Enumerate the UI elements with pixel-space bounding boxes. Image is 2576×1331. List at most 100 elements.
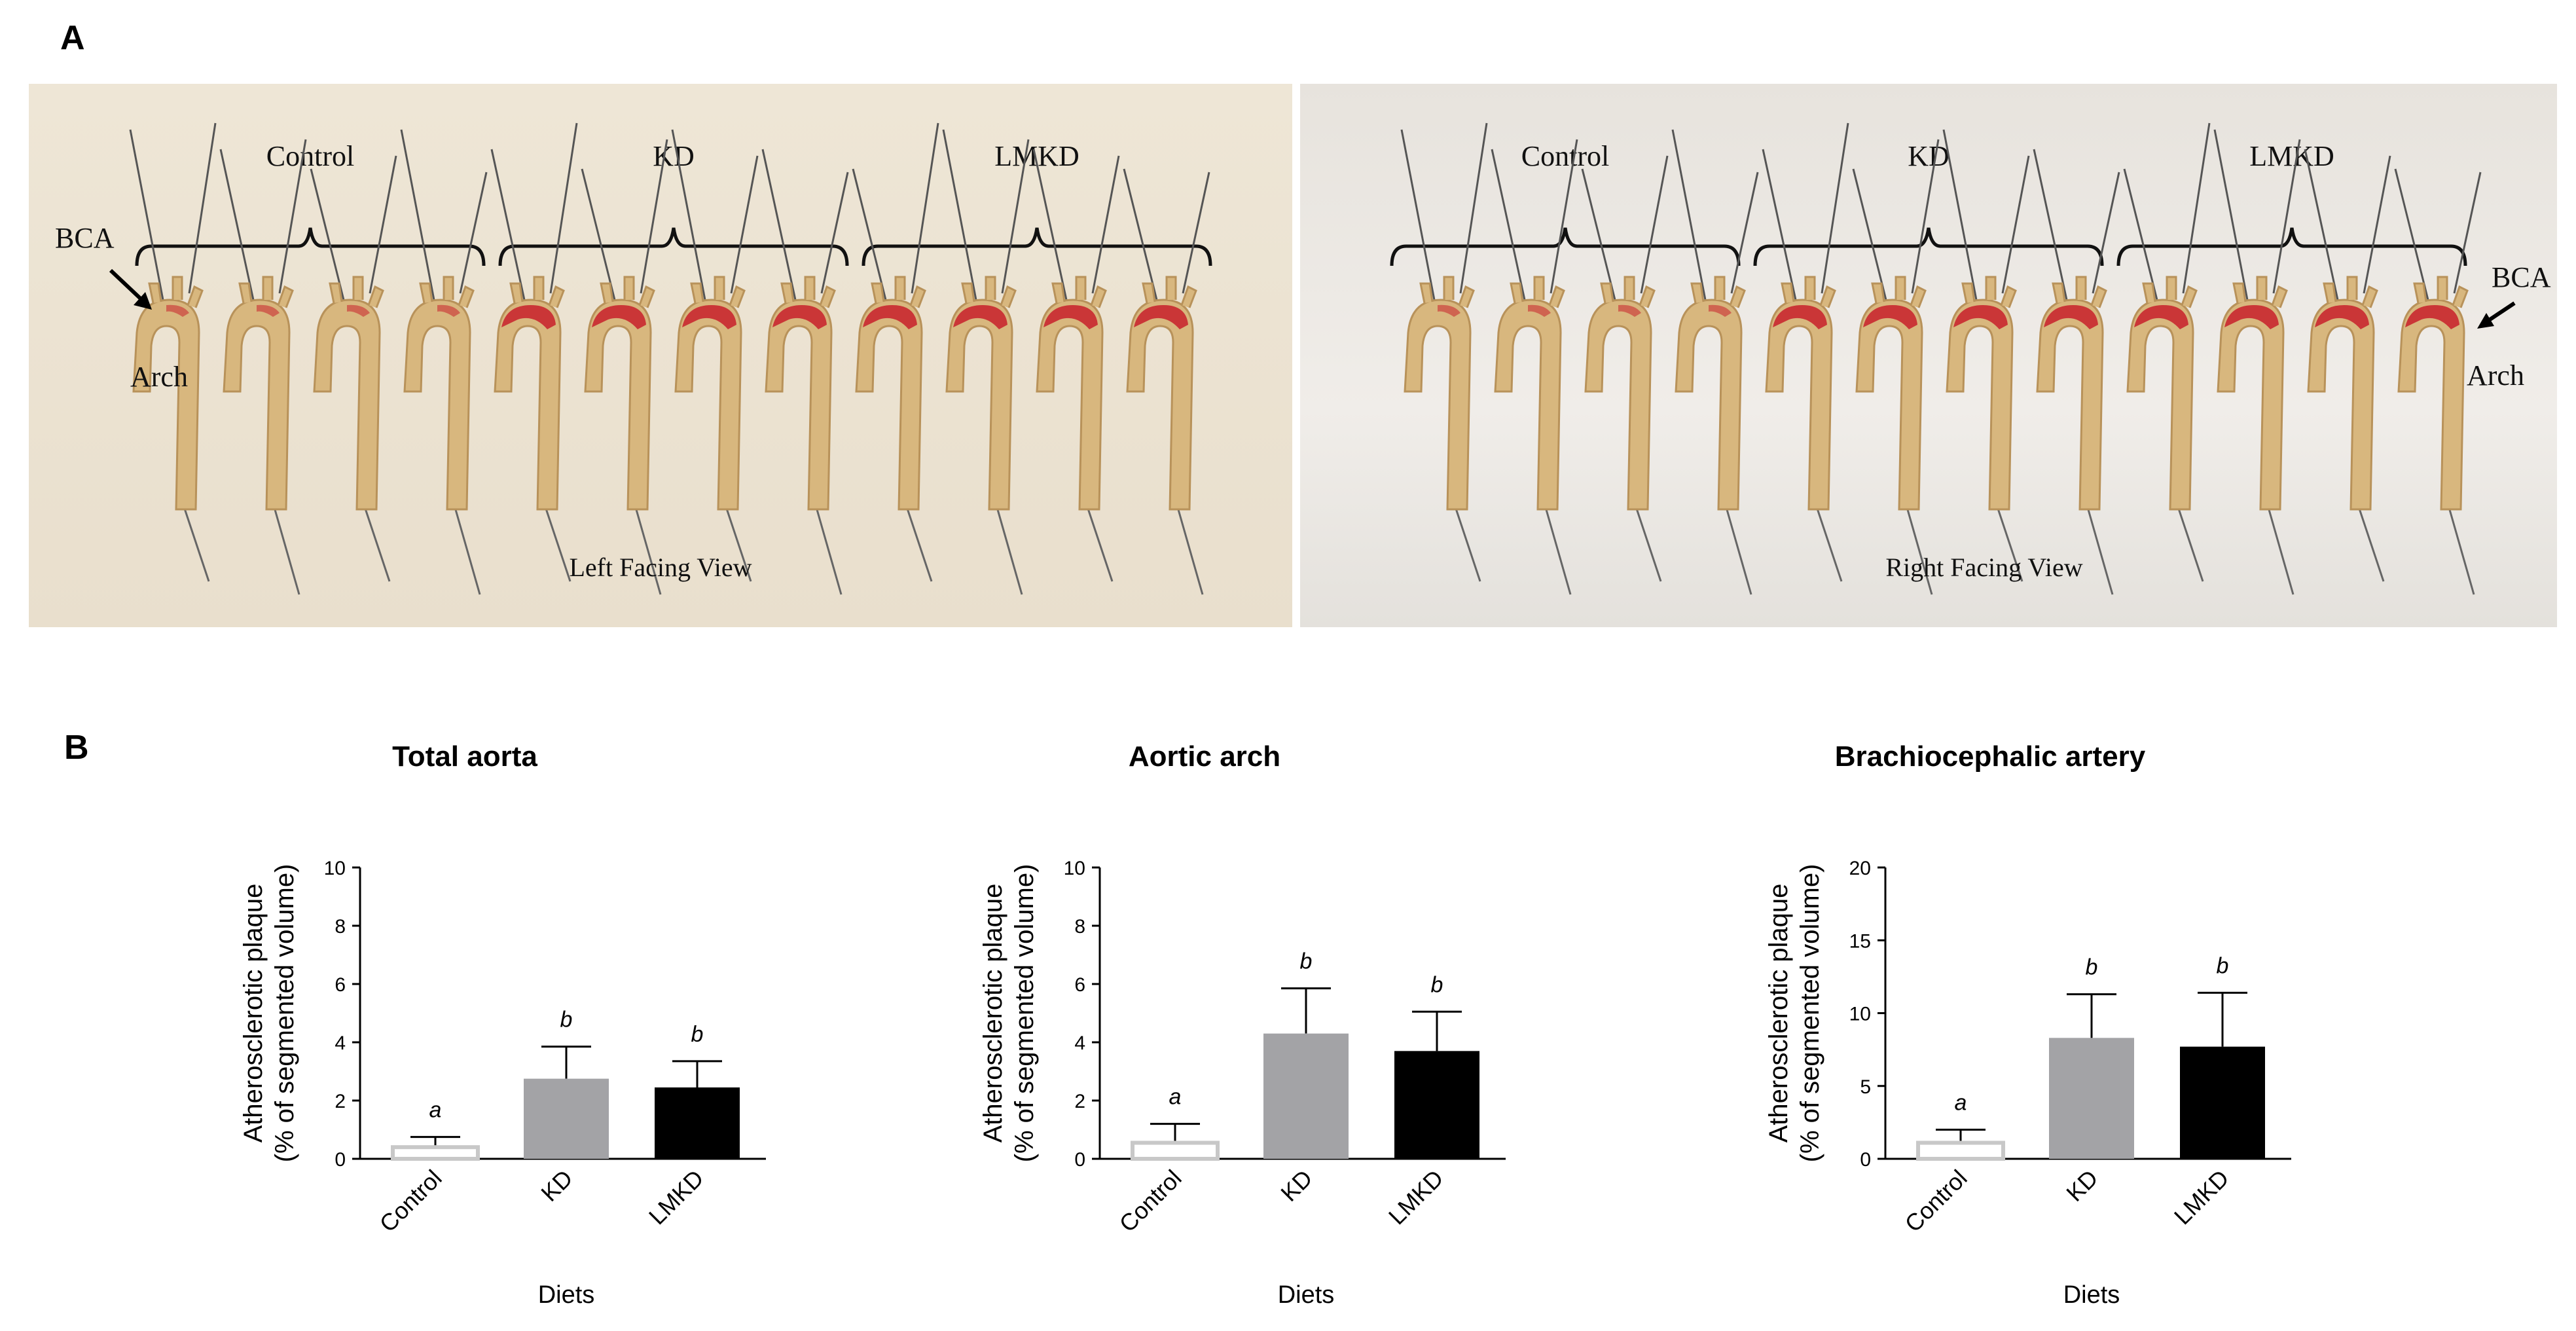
vessel-line bbox=[1091, 155, 1120, 294]
aorta-branches bbox=[961, 276, 1017, 308]
vessel-line bbox=[640, 139, 668, 294]
arch-label: Arch bbox=[2467, 359, 2524, 392]
vessel-line bbox=[2033, 149, 2068, 301]
vessel-line bbox=[2363, 155, 2391, 294]
vessel-line bbox=[1581, 168, 1616, 301]
aorta-branches bbox=[329, 276, 384, 308]
vessel-line bbox=[1085, 502, 1114, 582]
aorta-specimen bbox=[2213, 129, 2301, 595]
aorta-body bbox=[403, 299, 471, 511]
vessel-line bbox=[1762, 149, 1797, 301]
bar-lmkd bbox=[2180, 1046, 2265, 1159]
y-tick-label: 10 bbox=[1849, 1004, 1871, 1025]
plaque-stain bbox=[166, 304, 189, 317]
vessel-line bbox=[911, 122, 939, 294]
vessel-line bbox=[581, 168, 616, 301]
aorta-body bbox=[1036, 299, 1104, 511]
significance-letter: b bbox=[1300, 949, 1313, 974]
aorta-photo-left: Control KD LMKD BCA Arch Left Facing View bbox=[29, 84, 1292, 627]
bar-lmkd bbox=[655, 1087, 740, 1159]
vessel-line bbox=[942, 129, 977, 301]
vessel-line bbox=[2356, 502, 2385, 582]
aorta-branches bbox=[1142, 276, 1197, 308]
vessel-line bbox=[490, 149, 526, 301]
y-axis-label: (% of segmented volume) bbox=[270, 864, 299, 1163]
vessel-line bbox=[2092, 172, 2120, 294]
y-tick-label: 15 bbox=[1849, 930, 1871, 952]
significance-letter: b bbox=[691, 1022, 704, 1047]
aorta-specimen bbox=[2394, 168, 2482, 595]
plaque-stain bbox=[437, 304, 460, 317]
chart-total-aorta: Total aorta Atherosclerotic plaque (% of s… bbox=[216, 733, 805, 1326]
vessel-line bbox=[761, 149, 797, 301]
chart-total-aorta-svg: Total aorta Atherosclerotic plaque (% of s… bbox=[239, 740, 766, 1309]
group-bracket bbox=[1390, 227, 1741, 266]
y-tick-label: 8 bbox=[335, 916, 346, 938]
x-tick-label: LMKD bbox=[2169, 1165, 2234, 1230]
plaque-stain bbox=[953, 305, 1007, 329]
aorta-body bbox=[1584, 299, 1652, 511]
vessel-line bbox=[310, 168, 345, 301]
vessel-line bbox=[272, 502, 300, 595]
y-tick-label: 6 bbox=[1074, 974, 1085, 996]
aorta-branches bbox=[1051, 276, 1107, 308]
vessel-line bbox=[1491, 149, 1526, 301]
aorta-branches bbox=[2323, 276, 2378, 308]
aorta-branches bbox=[238, 276, 294, 308]
aorta-branches bbox=[1961, 276, 2017, 308]
y-axis-label: Atherosclerotic plaque bbox=[979, 884, 1007, 1143]
aorta-body bbox=[2126, 299, 2194, 511]
aorta-branches bbox=[2052, 276, 2107, 308]
bca-arrowhead bbox=[2477, 313, 2494, 329]
group-label: Control bbox=[266, 140, 354, 172]
vessel-line bbox=[278, 139, 307, 294]
plaque-stain bbox=[1863, 305, 1917, 329]
y-tick-label: 10 bbox=[1064, 858, 1085, 879]
vessel-line bbox=[549, 122, 578, 294]
panel-label-b: B bbox=[64, 729, 89, 767]
aorta-body bbox=[1946, 299, 2014, 511]
chart-aortic-arch: Aortic arch Atherosclerotic plaque (% of s… bbox=[956, 733, 1545, 1326]
plaque-stain bbox=[1528, 304, 1551, 317]
aorta-specimen bbox=[1123, 168, 1210, 595]
vessel-line bbox=[671, 129, 706, 301]
aorta-body bbox=[1855, 299, 1923, 511]
chart-brachiocephalic-artery-svg: Brachiocephalic artery Atherosclerotic pl… bbox=[1764, 740, 2291, 1309]
plaque-stain bbox=[257, 304, 280, 317]
vessel-line bbox=[2175, 502, 2204, 582]
plaque-stain bbox=[2044, 305, 2098, 329]
vessel-line bbox=[1640, 155, 1669, 294]
chart-title: Brachiocephalic artery bbox=[1835, 740, 2146, 773]
vessel-line bbox=[2213, 129, 2249, 301]
vessel-line bbox=[1175, 502, 1204, 595]
aorta-branches bbox=[148, 276, 204, 308]
y-tick-label: 8 bbox=[1074, 916, 1085, 938]
chart-title: Total aorta bbox=[392, 740, 537, 773]
vessel-line bbox=[2446, 502, 2475, 595]
vessel-line bbox=[459, 172, 488, 294]
group-label: Control bbox=[1521, 140, 1609, 172]
y-tick-label: 0 bbox=[335, 1149, 346, 1171]
x-tick-label: KD bbox=[2061, 1165, 2103, 1207]
aorta-specimen bbox=[1491, 139, 1578, 595]
vessel-line bbox=[188, 122, 217, 294]
aorta-branches bbox=[419, 276, 475, 308]
aorta-specimen bbox=[490, 122, 578, 582]
vessel-line bbox=[2085, 502, 2114, 595]
view-label: Right Facing View bbox=[1885, 553, 2082, 582]
plaque-stain bbox=[682, 305, 736, 329]
significance-letter: a bbox=[1955, 1091, 1967, 1116]
vessel-line bbox=[1724, 502, 1752, 595]
y-axis-label: Atherosclerotic plaque bbox=[239, 884, 268, 1143]
vessel-line bbox=[1550, 139, 1578, 294]
vessel-line bbox=[1123, 168, 1158, 301]
vessel-line bbox=[1543, 502, 1572, 595]
y-tick-label: 0 bbox=[1074, 1149, 1085, 1171]
y-axis-label: (% of segmented volume) bbox=[1010, 864, 1039, 1163]
plaque-stain bbox=[1043, 305, 1098, 329]
vessel-line bbox=[2394, 168, 2429, 301]
plaque-stain bbox=[2134, 305, 2188, 329]
vessel-line bbox=[852, 168, 887, 301]
vessel-line bbox=[723, 502, 752, 582]
aorta-branches bbox=[2232, 276, 2288, 308]
